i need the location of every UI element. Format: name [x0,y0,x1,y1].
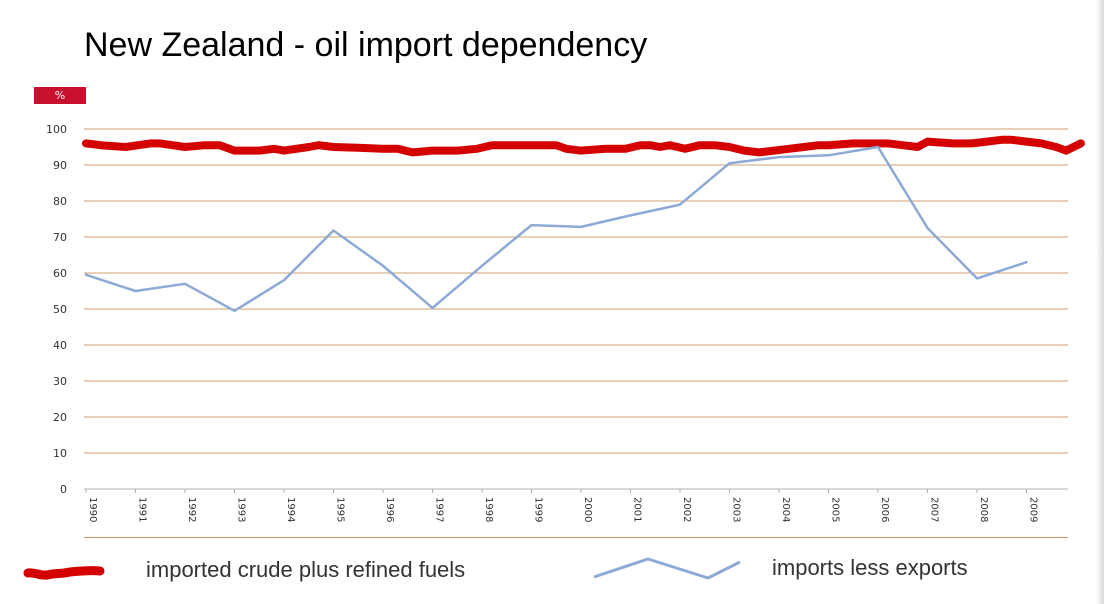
x-tick-label: 1993 [236,497,247,522]
y-tick-label: 50 [53,303,67,316]
grid-layer [84,128,1068,490]
page-title: New Zealand - oil import dependency [84,26,648,64]
x-tick-label: 1995 [335,497,346,522]
unit-badge: % [34,87,86,104]
x-tick-label: 1999 [533,497,544,522]
y-tick-label: 60 [53,267,67,280]
y-tick-label: 10 [53,447,67,460]
x-tick-label: 2002 [681,497,692,522]
y-tick-label: 100 [46,123,67,136]
series-layer [82,135,1085,313]
x-tick-label: 1994 [285,497,296,522]
y-tick-label: 30 [53,375,67,388]
x-tick-label: 2000 [582,497,593,522]
x-tick-label: 1990 [87,497,98,522]
series-line-imports-less-exports [84,145,1028,313]
x-tick-label: 1997 [434,497,445,522]
x-tick-label: 2009 [1028,497,1039,522]
y-tick-label: 80 [53,195,67,208]
x-tick-labels: 1990 1991 1992 1993 1994 1995 1996 1997 1998 1999… [85,489,1039,522]
x-tick-label: 2008 [978,497,989,522]
x-tick-label: 2007 [929,497,940,522]
series-line-imported-crude [82,135,1085,157]
x-tick-label: 2005 [830,497,841,522]
y-tick-label: 70 [53,231,67,244]
x-tick-label: 2006 [879,497,890,522]
right-edge-shadow [1096,0,1104,604]
x-tick-label: 1996 [384,497,395,522]
x-tick-label: 2001 [632,497,643,522]
x-tick-label: 2004 [780,497,791,522]
y-tick-label: 20 [53,411,67,424]
y-tick-labels: 0 10 20 30 40 50 60 70 80 90 100 [46,123,67,496]
legend-divider [84,537,1068,538]
x-tick-label: 1992 [186,497,197,522]
legend-blue-label: imports less exports [772,555,968,580]
x-tick-label: 1991 [137,497,148,522]
y-tick-label: 40 [53,339,67,352]
legend-red-label: imported crude plus refined fuels [146,557,466,582]
x-tick-label: 2003 [731,497,742,522]
legend-red-swatch [23,566,105,580]
y-tick-label: 0 [60,483,67,496]
y-tick-label: 90 [53,159,67,172]
legend-svg [23,557,741,580]
legend-blue-swatch [593,557,741,580]
x-tick-label: 1998 [483,497,494,522]
